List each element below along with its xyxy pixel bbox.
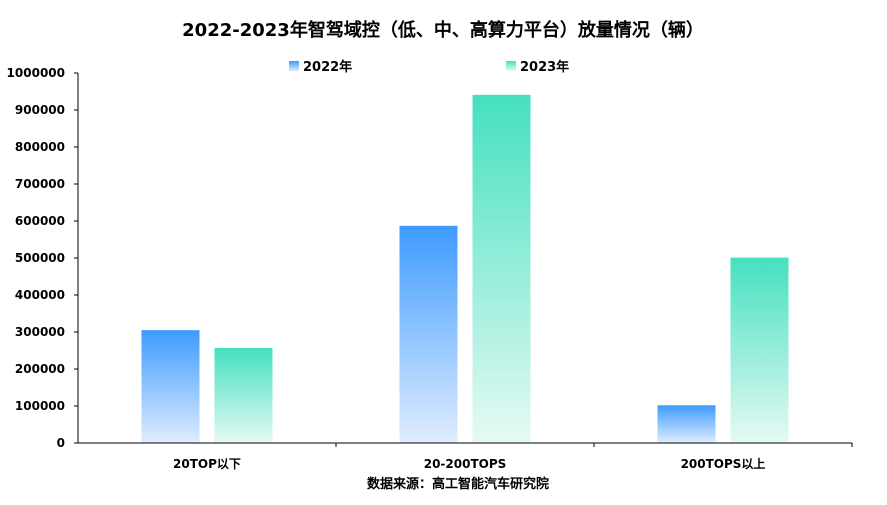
legend-label: 2023年 <box>520 59 569 75</box>
y-tick-label: 400000 <box>15 288 65 302</box>
bar-series2-2 <box>730 257 789 443</box>
bar-series2-0 <box>214 347 273 443</box>
y-tick-label: 100000 <box>15 399 65 413</box>
y-tick-label: 900000 <box>15 103 65 117</box>
y-tick-label: 200000 <box>15 362 65 376</box>
legend-swatch <box>289 61 299 71</box>
plot-area <box>141 94 789 443</box>
bar-series2-1 <box>472 94 531 443</box>
y-axis: 0 100000 200000 300000 400000 500000 600000 700… <box>7 66 79 450</box>
bar-series1-1 <box>399 225 458 443</box>
x-tick-label: 20TOP以下 <box>173 457 241 471</box>
bar-series1-0 <box>141 330 200 443</box>
y-tick-label: 800000 <box>15 140 65 154</box>
bar-series1-2 <box>657 405 716 443</box>
x-tick-label: 200TOPS以上 <box>681 456 766 471</box>
y-tick-label: 500000 <box>15 251 65 265</box>
y-tick-label: 1000000 <box>7 66 65 80</box>
legend-label: 2022年 <box>303 59 352 75</box>
y-tick-label: 300000 <box>15 325 65 339</box>
x-tick-label: 20-200TOPS <box>424 457 507 471</box>
y-tick-label: 700000 <box>15 177 65 191</box>
chart-legend: 2022年 2023年 <box>289 59 569 75</box>
legend-swatch <box>506 61 516 71</box>
chart-title: 2022-2023年智驾域控（低、中、高算力平台）放量情况（辆） <box>182 19 704 41</box>
y-tick-label: 600000 <box>15 214 65 228</box>
y-tick-label: 0 <box>57 436 65 450</box>
source-note: 数据来源：高工智能汽车研究院 <box>367 476 549 492</box>
x-axis: 20TOP以下 20-200TOPS 200TOPS以上 <box>78 442 853 471</box>
